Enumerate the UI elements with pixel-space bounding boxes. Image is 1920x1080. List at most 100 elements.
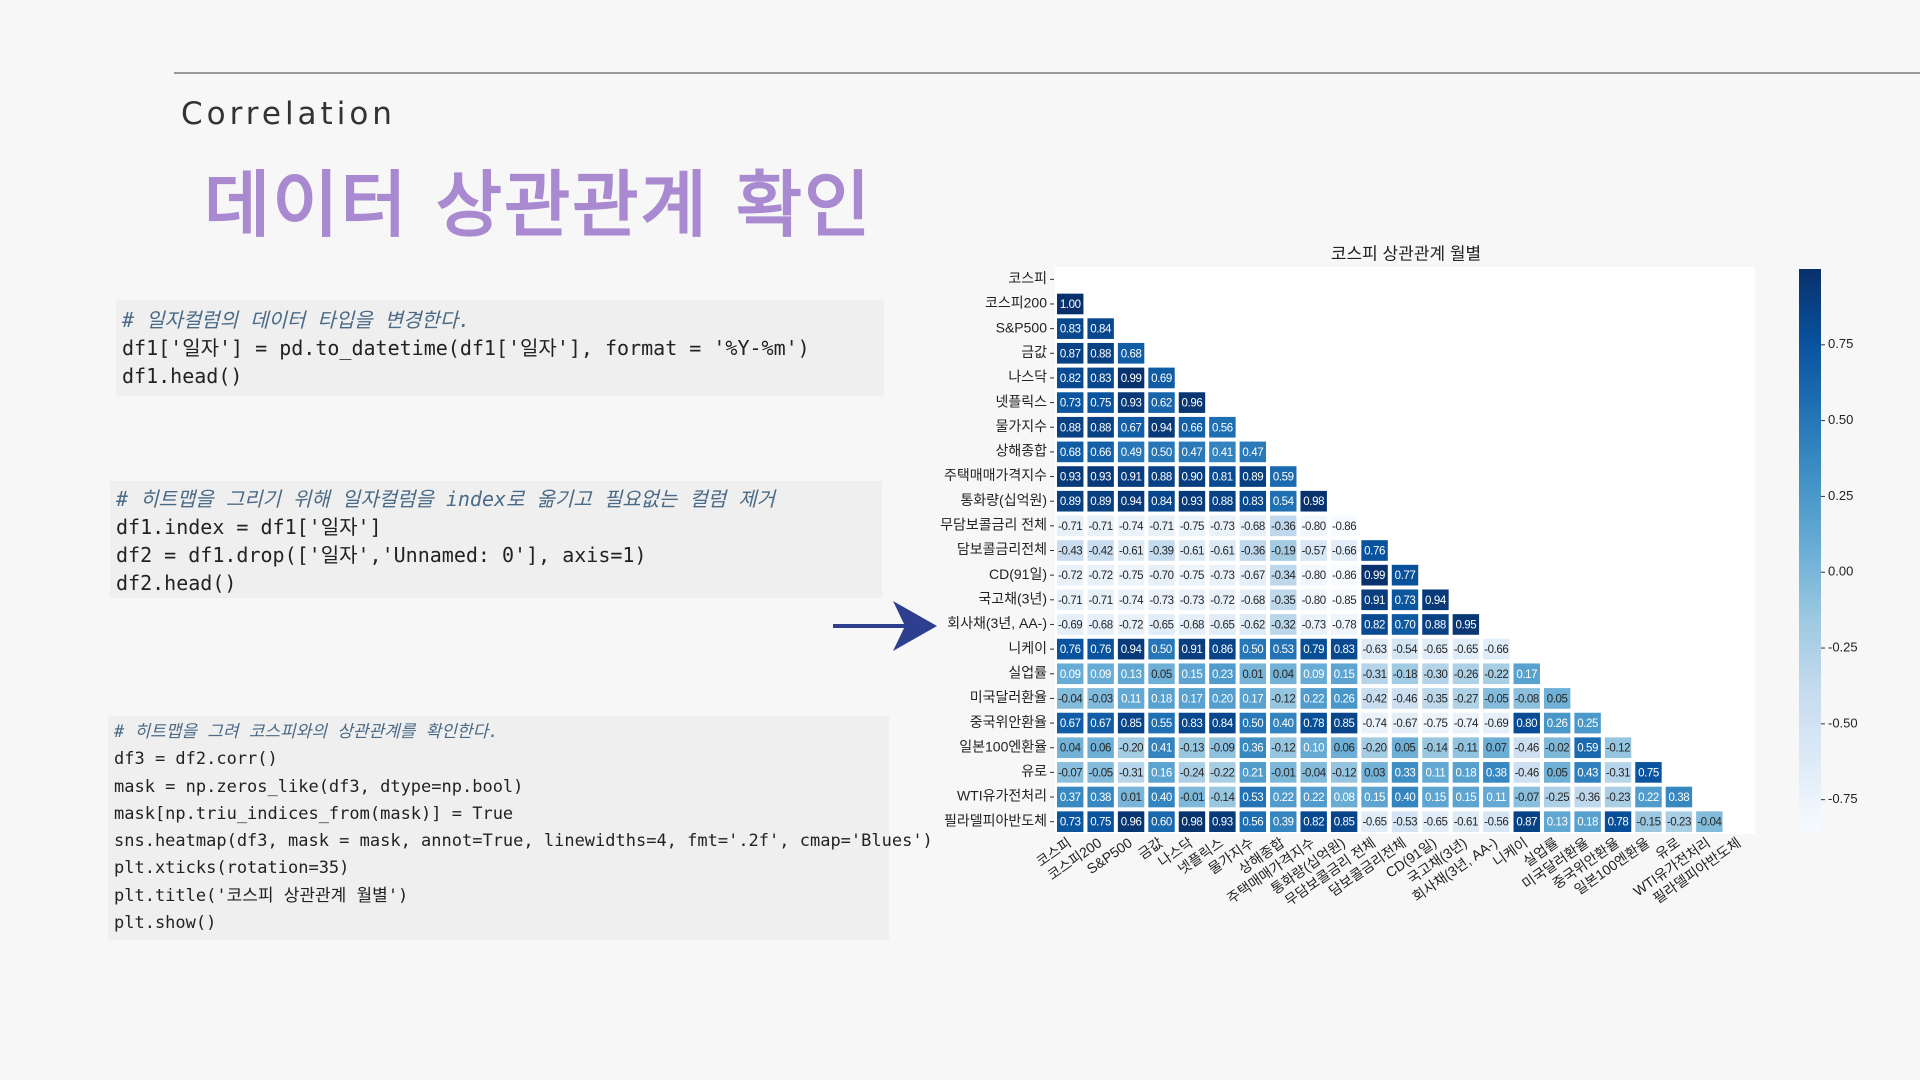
heatmap-cell xyxy=(1330,638,1358,660)
cell-label: 0.47 xyxy=(1242,447,1263,459)
heatmap-cell xyxy=(1483,712,1510,734)
cell-label: -0.07 xyxy=(1515,792,1539,804)
cell-label: 0.13 xyxy=(1121,669,1142,681)
cell-label: 0.16 xyxy=(1151,767,1172,779)
heatmap-cell xyxy=(1635,762,1662,783)
cell-label: 0.22 xyxy=(1303,693,1324,705)
cell-label: -0.73 xyxy=(1210,521,1234,533)
cell-label: 0.41 xyxy=(1212,447,1233,459)
heatmap-cell xyxy=(1361,811,1388,832)
cell-label: 0.75 xyxy=(1638,767,1659,779)
cell-label: -0.31 xyxy=(1362,669,1386,681)
cell-label: 0.59 xyxy=(1577,743,1598,755)
cell-label: 0.85 xyxy=(1121,718,1142,730)
heatmap-cell xyxy=(1696,811,1723,832)
heatmap-cell xyxy=(1391,688,1419,709)
cell-label: 0.83 xyxy=(1334,644,1355,656)
heatmap-cell xyxy=(1087,786,1114,808)
code-line: plt.xticks(rotation=35) xyxy=(114,858,350,879)
cell-label: 0.90 xyxy=(1182,472,1203,484)
y-tick-label: 미국달러환율 xyxy=(970,689,1047,705)
heatmap-cell xyxy=(1330,614,1358,635)
heatmap-cell xyxy=(1148,712,1175,734)
heatmap-cell xyxy=(1422,638,1449,660)
heatmap-cell xyxy=(1391,614,1419,635)
cell-label: -0.62 xyxy=(1241,619,1265,631)
heatmap-cell xyxy=(1361,540,1388,561)
heatmap-cell xyxy=(1330,811,1358,832)
heatmap-cell xyxy=(1270,466,1297,487)
cell-label: -0.12 xyxy=(1271,743,1295,755)
heatmap-cell xyxy=(1574,712,1601,734)
colorbar-tick-label: 0.50 xyxy=(1828,412,1853,427)
cell-label: 0.36 xyxy=(1242,743,1263,755)
cell-label: 0.91 xyxy=(1182,644,1203,656)
heatmap-cell xyxy=(1300,811,1327,832)
heatmap-cell xyxy=(1300,762,1327,783)
heatmap-cell xyxy=(1209,737,1236,759)
cell-label: 0.75 xyxy=(1090,398,1111,410)
heatmap-cell xyxy=(1604,737,1632,759)
cell-label: -0.11 xyxy=(1454,743,1477,755)
cell-label: 0.37 xyxy=(1060,792,1081,804)
cell-label: -0.04 xyxy=(1302,767,1327,779)
cell-label: -0.12 xyxy=(1332,767,1356,779)
heatmap-cell xyxy=(1087,762,1114,783)
cell-label: -0.71 xyxy=(1149,521,1173,533)
cell-label: -0.30 xyxy=(1423,669,1447,681)
heatmap-cell xyxy=(1330,688,1358,709)
cell-label: 0.93 xyxy=(1090,472,1111,484)
cell-label: -0.14 xyxy=(1423,743,1448,755)
heatmap-cell xyxy=(1300,638,1327,660)
heatmap-cell xyxy=(1087,466,1114,487)
heatmap-cell xyxy=(1300,589,1327,611)
heatmap-cell xyxy=(1087,342,1114,364)
heatmap-cell xyxy=(1178,441,1206,463)
cell-label: -0.65 xyxy=(1423,817,1447,829)
cell-label: 0.99 xyxy=(1121,373,1142,385)
cell-label: -0.13 xyxy=(1180,743,1204,755)
title: 데이터 상관관계 확인 xyxy=(204,163,873,247)
heatmap-cell xyxy=(1178,515,1206,537)
heatmap-cell xyxy=(1270,688,1297,709)
cell-label: 0.83 xyxy=(1242,496,1263,508)
cell-label: 0.05 xyxy=(1395,743,1416,755)
heatmap-cell xyxy=(1330,786,1358,808)
cell-label: 0.94 xyxy=(1121,644,1143,656)
heatmap-cell xyxy=(1209,416,1236,438)
heatmap-cell xyxy=(1178,786,1206,808)
cell-label: 0.26 xyxy=(1334,693,1355,705)
heatmap-cell xyxy=(1148,811,1175,832)
heatmap-cell xyxy=(1330,737,1358,759)
heatmap-cell xyxy=(1635,811,1662,832)
heatmap-cell xyxy=(1543,786,1571,808)
heatmap-cell xyxy=(1209,688,1236,709)
cell-label: 0.82 xyxy=(1303,817,1324,829)
cell-label: 0.38 xyxy=(1669,792,1690,804)
cell-label: -0.01 xyxy=(1271,767,1295,779)
heatmap-cell xyxy=(1239,712,1267,734)
cell-label: -0.42 xyxy=(1362,693,1386,705)
heatmap-cell xyxy=(1270,811,1297,832)
heatmap-cell xyxy=(1057,441,1084,463)
heatmap-cell xyxy=(1513,811,1540,832)
cell-label: 0.20 xyxy=(1212,693,1233,705)
cell-label: -0.26 xyxy=(1454,669,1478,681)
cell-label: 0.89 xyxy=(1242,472,1263,484)
heatmap-cell xyxy=(1270,490,1297,512)
heatmap-cell xyxy=(1239,540,1267,561)
cell-label: 0.77 xyxy=(1395,570,1416,582)
heatmap-cell xyxy=(1117,712,1145,734)
heatmap-cell xyxy=(1361,589,1388,611)
heatmap-cell xyxy=(1361,762,1388,783)
heatmap-cell xyxy=(1087,318,1114,339)
code-line: df2.head() xyxy=(116,571,237,595)
cell-label: -0.31 xyxy=(1119,767,1143,779)
cell-label: 0.15 xyxy=(1425,792,1446,804)
heatmap-cell xyxy=(1270,786,1297,808)
heatmap-cell xyxy=(1117,663,1145,685)
heatmap-cell xyxy=(1239,786,1267,808)
cell-label: -0.71 xyxy=(1089,595,1113,607)
cell-label: 0.66 xyxy=(1182,422,1203,434)
cell-label: 0.26 xyxy=(1547,718,1568,730)
